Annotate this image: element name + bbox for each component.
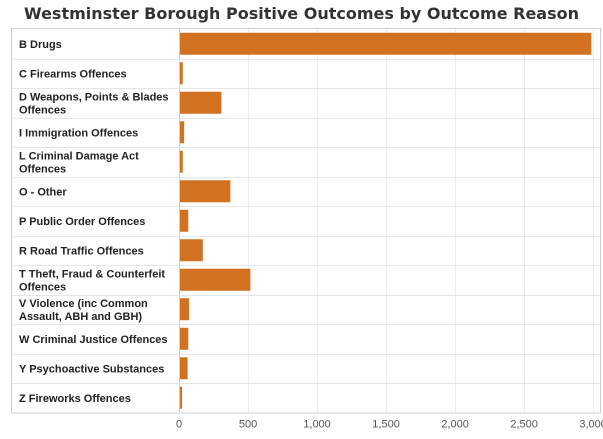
- category-label-7: R Road Traffic Offences: [19, 245, 144, 257]
- bar-9: [180, 298, 189, 321]
- bar-10: [180, 327, 189, 350]
- chart-title: Westminster Borough Positive Outcomes by…: [24, 4, 579, 23]
- category-label-12: Z Fireworks Offences: [19, 393, 131, 405]
- bar-5: [180, 180, 231, 203]
- category-label-6: P Public Order Offences: [19, 216, 145, 228]
- x-tick-label-3: 1,500: [372, 419, 400, 431]
- x-tick-label-6: 3,000: [579, 419, 603, 431]
- x-tick-label-5: 2,500: [510, 419, 538, 431]
- bar-11: [180, 357, 188, 380]
- category-label-5: O - Other: [19, 186, 67, 198]
- category-label-8-line-0: T Theft, Fraud & Counterfeit: [19, 268, 165, 280]
- category-label-11: Y Psychoactive Substances: [19, 363, 164, 375]
- category-label-10: W Criminal Justice Offences: [19, 334, 168, 346]
- category-label-0: B Drugs: [19, 39, 62, 51]
- bar-4: [180, 150, 183, 173]
- category-label-3: I Immigration Offences: [19, 127, 138, 139]
- category-label-4-line-1: Offences: [19, 163, 66, 175]
- bar-2: [180, 91, 222, 114]
- bar-0: [180, 32, 592, 55]
- category-label-2-line-0: D Weapons, Points & Blades: [19, 91, 169, 103]
- category-label-9-line-0: V Violence (inc Common: [19, 298, 148, 310]
- bar-8: [180, 268, 251, 291]
- category-label-9-line-1: Assault, ABH and GBH): [19, 311, 142, 323]
- x-tick-label-4: 2,000: [441, 419, 469, 431]
- x-tick-label-2: 1,000: [303, 419, 331, 431]
- bar-6: [180, 209, 189, 232]
- category-label-4-line-0: L Criminal Damage Act: [19, 150, 139, 162]
- category-label-8-line-1: Offences: [19, 281, 66, 293]
- category-label-2-line-1: Offences: [19, 104, 66, 116]
- bar-7: [180, 239, 203, 262]
- bar-1: [180, 62, 183, 85]
- category-label-1: C Firearms Offences: [19, 68, 127, 80]
- x-tick-label-0: 0: [176, 419, 182, 431]
- bar-12: [180, 386, 183, 409]
- bar-3: [180, 121, 185, 144]
- x-tick-label-1: 500: [239, 419, 257, 431]
- chart-frame: [11, 28, 601, 414]
